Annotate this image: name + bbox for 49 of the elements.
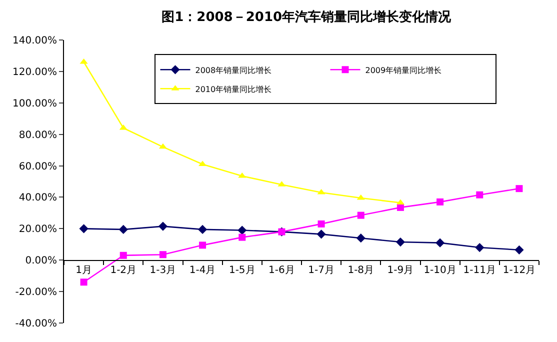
point xyxy=(158,143,167,149)
x-tick-label: 1-7月 xyxy=(308,265,334,276)
y-tick-label: 20.00% xyxy=(18,224,57,236)
point xyxy=(318,220,325,228)
point xyxy=(238,234,246,241)
point xyxy=(514,245,524,254)
x-tick-label: 1-3月 xyxy=(150,265,176,276)
point xyxy=(238,226,247,235)
point xyxy=(118,224,128,234)
y-tick-label: 60.00% xyxy=(18,161,57,172)
point xyxy=(475,242,484,252)
x-tick-label: 1-9月 xyxy=(387,265,414,276)
point xyxy=(158,222,168,231)
x-tick-label: 1-8月 xyxy=(348,265,374,276)
point xyxy=(159,251,166,258)
point xyxy=(198,224,208,234)
point xyxy=(120,252,127,259)
y-tick-label: 40.00% xyxy=(18,192,57,204)
x-tick-label: 1-10月 xyxy=(424,265,456,276)
point xyxy=(80,278,88,286)
chart-title: 图1：2008－2010年汽车销量同比增长变化情况 xyxy=(162,9,452,26)
y-tick-label: 80.00% xyxy=(18,130,57,141)
point xyxy=(79,224,88,234)
y-tick-label: 0.00% xyxy=(25,256,57,267)
y-tick-label: 140.00% xyxy=(12,36,57,46)
legend-label: 2010年销量同比增长 xyxy=(195,84,272,94)
point xyxy=(436,198,444,206)
point xyxy=(476,191,484,198)
x-tick-label: 1-5月 xyxy=(228,265,256,276)
point xyxy=(516,185,523,192)
y-tick-label: -40.00% xyxy=(15,318,57,330)
point xyxy=(316,230,326,239)
x-tick-label: 1-6月 xyxy=(268,265,295,276)
x-tick-label: 1-2月 xyxy=(110,265,137,276)
y-tick-label: 120.00% xyxy=(12,66,57,78)
point xyxy=(356,234,366,243)
point xyxy=(435,238,445,248)
y-tick-label: 100.00% xyxy=(12,98,57,110)
point xyxy=(357,212,364,219)
x-tick-label: 1月 xyxy=(76,265,92,276)
x-tick-label: 1-11月 xyxy=(463,265,496,276)
point xyxy=(199,242,206,249)
point xyxy=(396,237,406,247)
point xyxy=(396,204,404,211)
legend-label: 2009年销量同比增长 xyxy=(365,66,442,75)
legend-label: 2008年销量同比增长 xyxy=(195,66,272,75)
y-tick-label: -20.00% xyxy=(15,287,57,298)
x-tick-label: 1-12月 xyxy=(502,265,536,276)
x-tick-label: 1-4月 xyxy=(189,265,216,276)
